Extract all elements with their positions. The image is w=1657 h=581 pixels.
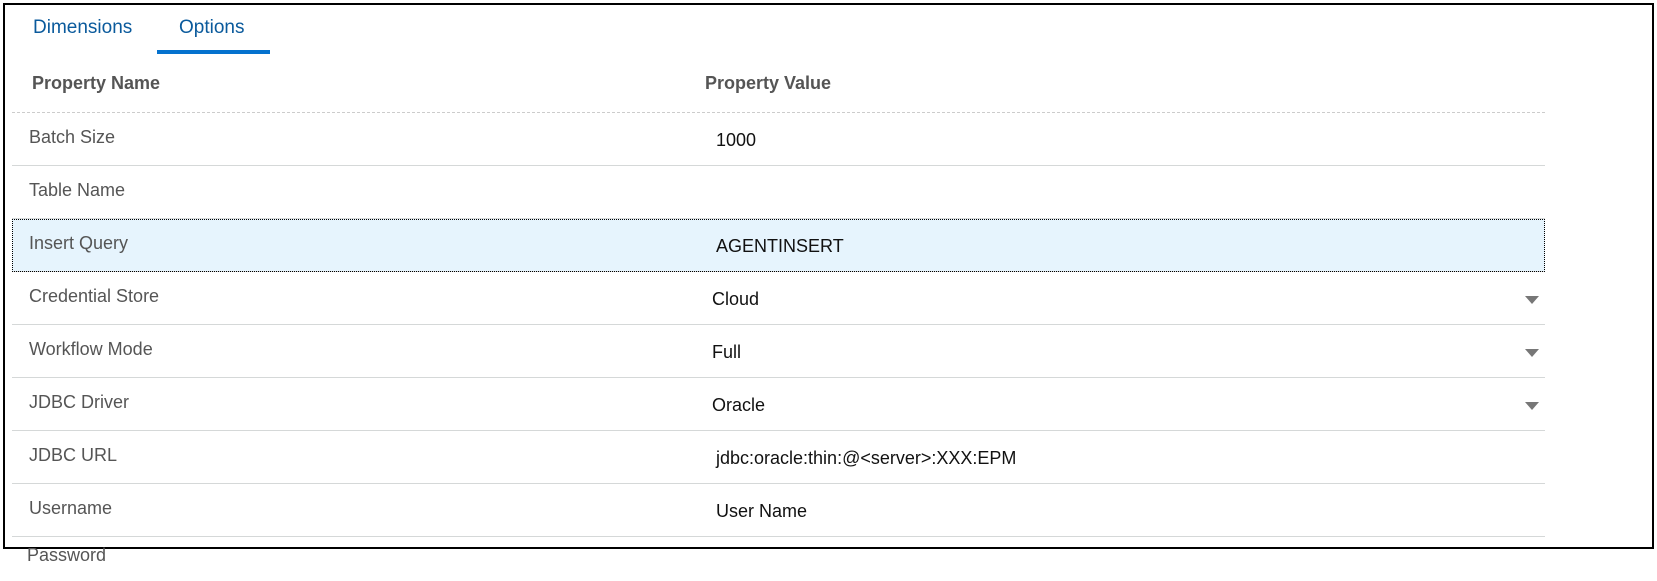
property-name: Batch Size xyxy=(29,127,116,147)
property-name: JDBC URL xyxy=(29,445,118,465)
property-name: JDBC Driver xyxy=(29,392,130,412)
tab-options[interactable]: Options xyxy=(179,17,245,38)
property-value-select[interactable]: Full xyxy=(712,342,742,362)
column-header-property-name: Property Name xyxy=(32,73,161,93)
column-header-property-value: Property Value xyxy=(705,73,832,93)
property-name: Table Name xyxy=(29,180,126,200)
table-row-username[interactable]: Username User Name xyxy=(12,484,1545,537)
table-row-batch-size[interactable]: Batch Size 1000 xyxy=(12,113,1545,166)
table-row-jdbc-url[interactable]: JDBC URL jdbc:oracle:thin:@<server>:XXX:… xyxy=(12,431,1545,484)
property-value-input[interactable]: User Name xyxy=(716,501,808,521)
property-value-input[interactable]: jdbc:oracle:thin:@<server>:XXX:EPM xyxy=(716,448,1017,468)
active-tab-indicator xyxy=(157,50,270,54)
table-row-workflow-mode[interactable]: Workflow Mode Full xyxy=(12,325,1545,378)
property-value-input[interactable]: 1000 xyxy=(716,130,757,150)
chevron-down-icon[interactable] xyxy=(1525,349,1539,357)
chevron-down-icon[interactable] xyxy=(1525,296,1539,304)
property-table: Property Name Property Value Batch Size … xyxy=(12,58,1545,537)
table-header: Property Name Property Value xyxy=(12,58,1545,113)
table-row-password-label-clipped: Password xyxy=(27,545,107,565)
table-row-insert-query[interactable]: Insert Query AGENTINSERT xyxy=(12,219,1545,272)
property-name: Insert Query xyxy=(29,233,129,253)
property-value-input[interactable]: AGENTINSERT xyxy=(716,236,844,256)
options-panel: Dimensions Options Property Name Propert… xyxy=(3,3,1654,549)
property-name: Workflow Mode xyxy=(29,339,153,359)
property-value-select[interactable]: Cloud xyxy=(712,289,760,309)
property-name: Username xyxy=(29,498,113,518)
chevron-down-icon[interactable] xyxy=(1525,402,1539,410)
table-row-jdbc-driver[interactable]: JDBC Driver Oracle xyxy=(12,378,1545,431)
table-row-credential-store[interactable]: Credential Store Cloud xyxy=(12,272,1545,325)
property-value-select[interactable]: Oracle xyxy=(712,395,766,415)
table-row-table-name[interactable]: Table Name xyxy=(12,166,1545,219)
property-name: Credential Store xyxy=(29,286,160,306)
tab-dimensions[interactable]: Dimensions xyxy=(33,17,133,38)
